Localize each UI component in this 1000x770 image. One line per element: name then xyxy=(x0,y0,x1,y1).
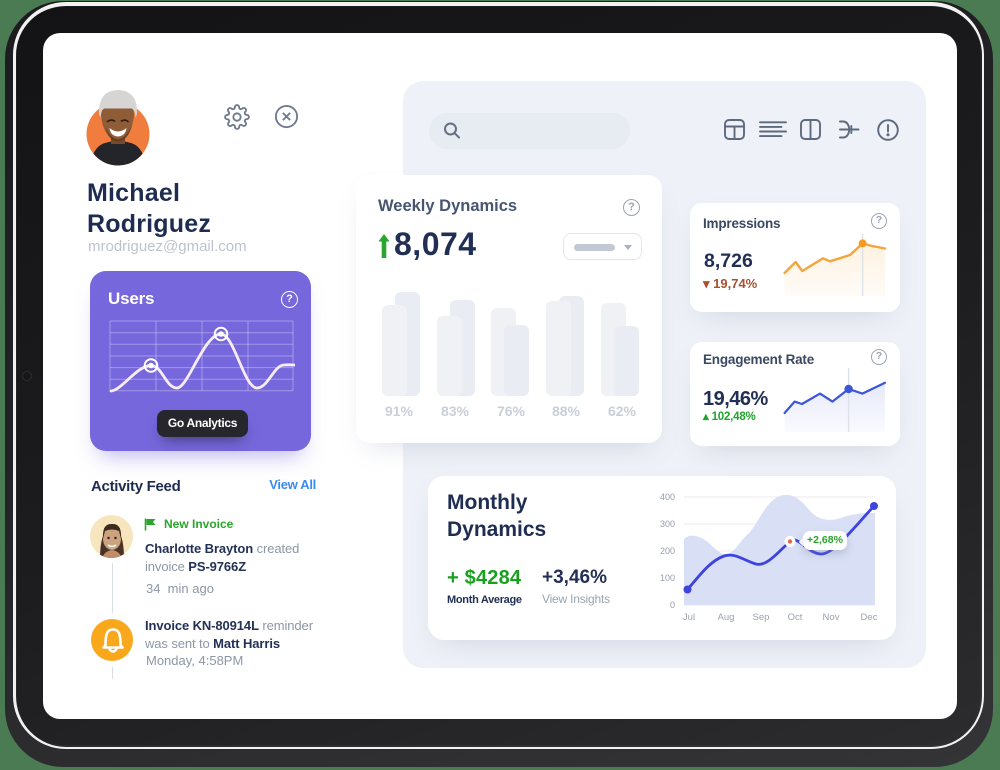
svg-text:Aug: Aug xyxy=(718,612,735,623)
svg-text:Jul: Jul xyxy=(683,612,695,623)
svg-text:300: 300 xyxy=(660,519,675,529)
svg-text:Sep: Sep xyxy=(753,612,770,623)
svg-text:0: 0 xyxy=(670,600,675,610)
svg-text:400: 400 xyxy=(660,492,675,502)
svg-text:200: 200 xyxy=(660,546,675,556)
svg-text:Oct: Oct xyxy=(788,612,803,623)
svg-text:Nov: Nov xyxy=(823,612,840,623)
svg-text:Dec: Dec xyxy=(861,612,878,623)
svg-text:100: 100 xyxy=(660,573,675,583)
